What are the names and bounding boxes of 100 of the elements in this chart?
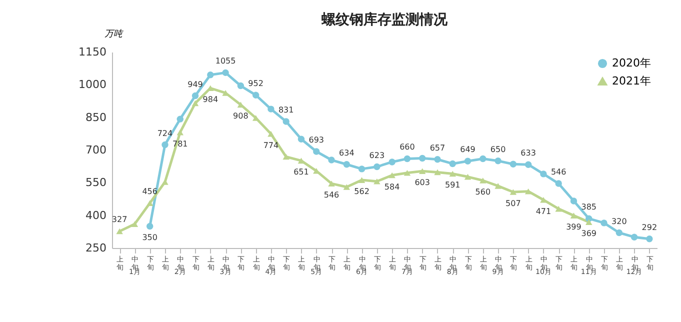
point [343, 161, 350, 168]
y-tick-label: 550 [86, 176, 106, 190]
data-label: 327 [112, 215, 128, 224]
point [480, 155, 486, 162]
point [328, 156, 335, 164]
data-label: 693 [308, 136, 324, 145]
point [388, 158, 396, 166]
y-axis-title: 万吨 [104, 28, 124, 40]
data-label: 952 [248, 79, 264, 88]
data-label: 546 [550, 168, 566, 177]
point [358, 177, 366, 183]
data-label: 623 [369, 150, 385, 160]
point [176, 116, 184, 122]
point [313, 148, 320, 155]
data-label: 546 [324, 190, 340, 200]
point [586, 219, 592, 225]
data-label: 320 [612, 216, 627, 226]
y-tick-label: 1150 [78, 46, 106, 58]
point [388, 172, 396, 178]
point [464, 158, 472, 164]
point [282, 118, 290, 125]
point [480, 178, 486, 184]
chart-title: 螺纹钢库存监测情况 [320, 11, 448, 28]
point [449, 170, 456, 177]
data-label: 591 [444, 180, 460, 190]
point [358, 166, 366, 172]
y-tick-label: 700 [86, 144, 106, 156]
point [570, 212, 578, 218]
point [162, 141, 168, 148]
point [510, 189, 517, 195]
point [404, 155, 411, 162]
point [192, 92, 199, 100]
point [646, 236, 653, 242]
point [494, 158, 502, 164]
data-label: 350 [142, 233, 158, 242]
y-tick-label: 400 [86, 208, 106, 222]
data-label: 369 [581, 229, 597, 238]
data-label: 560 [475, 187, 491, 196]
point [418, 168, 426, 174]
point [222, 69, 229, 76]
legend-label: 2021年 [612, 74, 651, 88]
point [434, 156, 441, 163]
point [282, 154, 290, 160]
point [146, 200, 154, 206]
data-label: 984 [202, 95, 218, 104]
point [600, 220, 608, 226]
data-label: 949 [188, 80, 203, 89]
point [555, 206, 562, 212]
point [131, 221, 138, 227]
data-label: 1055 [215, 56, 236, 66]
point [404, 170, 411, 176]
legend-label: 2020年 [612, 56, 651, 70]
y-tick-label: 250 [86, 242, 106, 254]
data-label: 603 [414, 178, 430, 188]
point [449, 160, 456, 168]
point [116, 228, 123, 234]
point [328, 180, 335, 186]
point [374, 163, 380, 170]
data-label: 634 [339, 148, 354, 158]
data-label: 657 [430, 143, 446, 152]
point [176, 129, 184, 136]
point [540, 170, 547, 178]
data-label: 562 [354, 187, 370, 196]
point [268, 130, 274, 137]
data-label: 908 [233, 112, 248, 121]
y-tick-label: 850 [86, 110, 106, 124]
point [524, 188, 532, 194]
point [540, 196, 547, 203]
data-label: 650 [490, 144, 506, 154]
data-label: 471 [536, 206, 552, 216]
point [524, 161, 532, 168]
point [192, 100, 199, 106]
point [298, 136, 305, 142]
data-label: 584 [384, 182, 400, 192]
data-label: 649 [460, 145, 476, 154]
point [510, 160, 517, 168]
point [570, 198, 578, 204]
point [374, 178, 380, 184]
point [268, 106, 274, 112]
data-label: 399 [566, 222, 582, 232]
point [555, 180, 562, 187]
data-label: 774 [263, 140, 279, 150]
point [464, 174, 472, 180]
data-label: 292 [642, 222, 658, 232]
point [162, 179, 168, 185]
y-tick-label: 1000 [78, 78, 106, 92]
point [146, 222, 154, 230]
point [343, 184, 350, 190]
point [434, 169, 441, 176]
point [494, 183, 502, 189]
data-label: 633 [520, 148, 536, 158]
data-label: 385 [581, 202, 597, 212]
data-label: 831 [278, 105, 294, 114]
data-label: 660 [400, 142, 415, 152]
data-label: 507 [506, 199, 521, 208]
point [418, 154, 426, 162]
point [237, 82, 244, 90]
point [630, 234, 638, 240]
point [207, 72, 214, 78]
point [252, 92, 260, 98]
